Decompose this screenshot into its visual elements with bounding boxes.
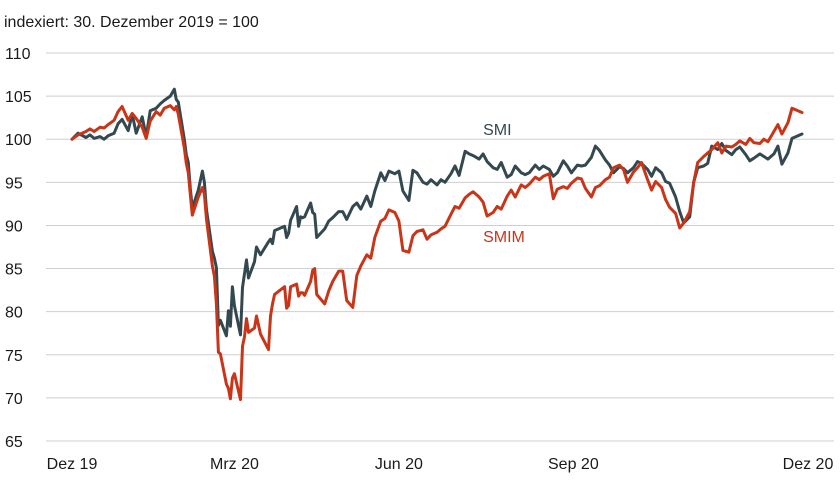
series-labels: SMI SMIM: [483, 122, 525, 246]
series-label-smi: SMI: [483, 122, 511, 139]
y-tick-label-90: 90: [5, 218, 23, 235]
y-tick-label-70: 70: [5, 391, 23, 408]
x-tick-label-0: Dez 19: [47, 456, 98, 473]
series-lines: [70, 87, 804, 402]
x-tick-label-2: Jun 20: [375, 456, 423, 473]
y-tick-label-105: 105: [5, 89, 32, 106]
series-line-smim: [70, 104, 804, 402]
y-tick-label-95: 95: [5, 175, 23, 192]
chart-subtitle: indexiert: 30. Dezember 2019 = 100: [4, 14, 259, 31]
x-tick-label-3: Sep 20: [548, 456, 599, 473]
y-tick-label-85: 85: [5, 262, 23, 279]
y-tick-label-75: 75: [5, 348, 23, 365]
x-tick-label-1: Mrz 20: [210, 456, 259, 473]
y-tick-label-110: 110: [5, 46, 31, 63]
series-label-smim: SMIM: [483, 229, 525, 246]
series-line-smi: [70, 87, 804, 338]
x-axis-tick-labels: Dez 19 Mrz 20 Jun 20 Sep 20 Dez 20: [47, 456, 834, 473]
y-tick-label-80: 80: [5, 305, 23, 322]
grid-lines: [46, 52, 834, 442]
y-tick-label-65: 65: [5, 434, 23, 451]
y-tick-label-100: 100: [5, 132, 32, 149]
x-tick-label-4: Dez 20: [783, 456, 834, 473]
y-axis-tick-labels: 65 70 75 80 85 90 95 100 105 110: [5, 46, 32, 451]
